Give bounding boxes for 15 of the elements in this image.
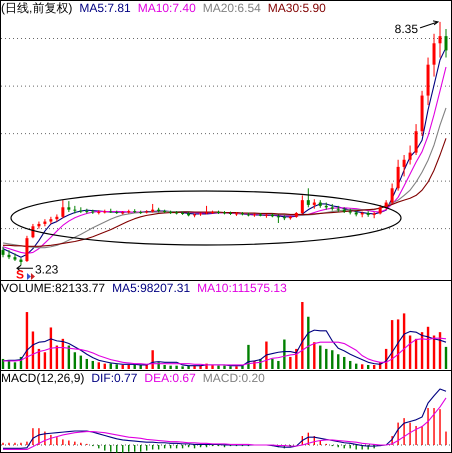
text: MA20:6.54 [202,1,262,15]
text: DIF:0.77 [91,371,138,385]
text: MA30:5.90 [268,1,326,15]
chart-title: VOLUME:82133.77 [1,281,106,295]
text: MA10:111575.13 [197,281,288,295]
chart-title: MACD(12,26,9) [1,371,84,385]
text: MACD:0.20 [202,371,266,385]
text: MA5:7.81 [79,1,132,15]
annotation: 8.35 [394,22,418,36]
text: MA5:98207.31 [112,281,190,295]
chart-title: (日线,前复权) [1,1,72,15]
text: MA10:7.40 [138,1,196,15]
annotation: S [16,268,24,282]
annotation: 3.23 [34,262,59,276]
text: DEA:0.67 [144,371,196,385]
